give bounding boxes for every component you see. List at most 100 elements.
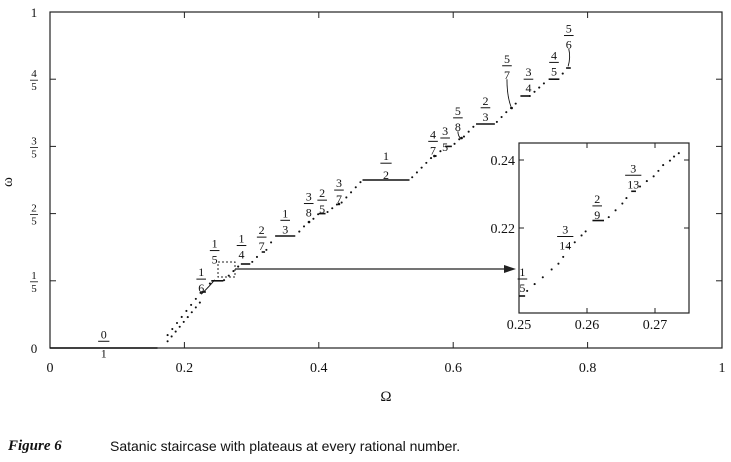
- inset-staircase-point: [662, 164, 665, 167]
- inset-y-tick-label: 0.22: [491, 222, 516, 237]
- inset-staircase-point: [621, 202, 624, 205]
- inset-staircase-point: [541, 276, 544, 279]
- inset-staircase-point: [638, 185, 642, 188]
- plateau-label-den: 6: [566, 38, 572, 52]
- plateau-label-den: 3: [482, 110, 488, 124]
- inset-staircase-point: [668, 159, 672, 162]
- plateau-label-num: 3: [442, 124, 448, 138]
- staircase-point: [270, 241, 273, 244]
- staircase-point: [265, 248, 268, 251]
- staircase-point: [331, 207, 334, 210]
- staircase-point: [190, 311, 193, 314]
- x-tick-label: 0.8: [579, 361, 597, 376]
- x-tick-label: 0.2: [176, 361, 194, 376]
- zoom-region-box: [217, 261, 236, 278]
- staircase-point: [166, 340, 169, 343]
- inset-plateau-label-den: 13: [627, 177, 639, 191]
- y-tick-label-num: 4: [31, 68, 37, 80]
- x-tick-label: 1: [719, 361, 726, 376]
- x-axis-label: Ω: [380, 389, 391, 405]
- inset-staircase-point: [645, 180, 648, 183]
- staircase-point: [326, 210, 329, 214]
- plateau-label-den: 3: [282, 222, 288, 236]
- x-tick-label: 0.4: [310, 361, 328, 376]
- staircase-point: [199, 291, 202, 294]
- leader-line: [567, 48, 571, 67]
- x-tick-label: 0.6: [444, 361, 462, 376]
- figure-label: Figure 6: [8, 438, 62, 454]
- staircase-point: [317, 213, 320, 216]
- y-tick-label-num: 1: [31, 270, 37, 282]
- y-tick-label: 1: [31, 5, 38, 20]
- staircase-point: [312, 217, 315, 220]
- inset-x-tick-label: 0.25: [507, 318, 532, 333]
- inset-staircase-point: [526, 289, 529, 292]
- inset-y-tick-label: 0.24: [491, 154, 516, 169]
- inset-staircase-point: [533, 283, 536, 286]
- figure-caption: Satanic staircase with plateaus at every…: [110, 438, 461, 454]
- staircase-point: [340, 201, 343, 204]
- plateau-label-den: 5: [442, 140, 448, 154]
- inset-staircase-point: [652, 175, 655, 178]
- plateau-label-den: 5: [212, 253, 218, 267]
- staircase-point: [222, 279, 226, 282]
- staircase-point: [429, 157, 433, 160]
- staircase-point: [434, 154, 437, 158]
- inset-x-tick-label: 0.26: [575, 318, 600, 333]
- inset-plateau-labels: 1 5 3 14 2 9 3 13: [517, 161, 642, 295]
- inset-plateau-label-den: 14: [559, 239, 571, 253]
- staircase-point: [190, 303, 193, 306]
- staircase-point: [335, 203, 338, 206]
- plateau-label-den: 4: [525, 81, 531, 95]
- inset-staircase-point: [625, 197, 628, 200]
- plateau-label-den: 7: [336, 192, 342, 206]
- staircase-point: [298, 230, 301, 233]
- plateau-label-den: 7: [259, 239, 265, 253]
- plateau-label-den: 7: [504, 68, 510, 82]
- staircase-point: [350, 191, 353, 194]
- staircase-point: [227, 274, 230, 277]
- staircase-point: [533, 90, 536, 93]
- plateau-label-num: 3: [306, 190, 312, 204]
- staircase-point: [186, 316, 189, 319]
- inset-plateau-label-den: 5: [519, 281, 525, 295]
- plateau-label-num: 5: [566, 22, 572, 36]
- inset-plateau-label-num: 3: [562, 223, 568, 237]
- inset-staircase-point: [573, 241, 576, 244]
- staircase-point: [439, 150, 442, 153]
- staircase-point: [458, 138, 461, 141]
- plateau-label-num: 1: [212, 237, 218, 251]
- staircase-point: [345, 196, 348, 199]
- plateau-label-num: 1: [239, 232, 245, 246]
- plateau-label-num: 3: [525, 65, 531, 79]
- plateau-label-den: 6: [198, 281, 204, 295]
- staircase-point: [500, 115, 503, 119]
- staircase-point: [166, 334, 169, 337]
- inset-plot-frame: [518, 142, 690, 314]
- staircase-point: [514, 102, 517, 105]
- staircase-point: [182, 320, 185, 323]
- staircase-point: [453, 142, 456, 145]
- staircase-point: [528, 94, 531, 98]
- inset-staircase-point: [557, 262, 560, 265]
- staircase-point: [232, 270, 235, 273]
- staircase-point: [194, 297, 197, 300]
- inset-staircase-point: [550, 268, 553, 271]
- plateau-label-num: 2: [482, 94, 488, 108]
- staircase-point: [359, 181, 362, 184]
- inset-staircase-point: [672, 155, 676, 158]
- staircase-point: [472, 125, 475, 128]
- plateau-point: [337, 202, 341, 206]
- staircase-point: [462, 135, 466, 138]
- main-plot-marks: [50, 67, 571, 349]
- plateau-label-num: 1: [383, 149, 389, 163]
- staircase-point: [542, 82, 545, 85]
- plateau-label-den: 8: [455, 120, 461, 134]
- plateau-label-num: 4: [430, 127, 436, 141]
- plateau-label-den: 2: [383, 168, 389, 182]
- staircase-point: [307, 220, 310, 224]
- staircase-point: [194, 306, 197, 309]
- plateau-label-num: 2: [259, 223, 265, 237]
